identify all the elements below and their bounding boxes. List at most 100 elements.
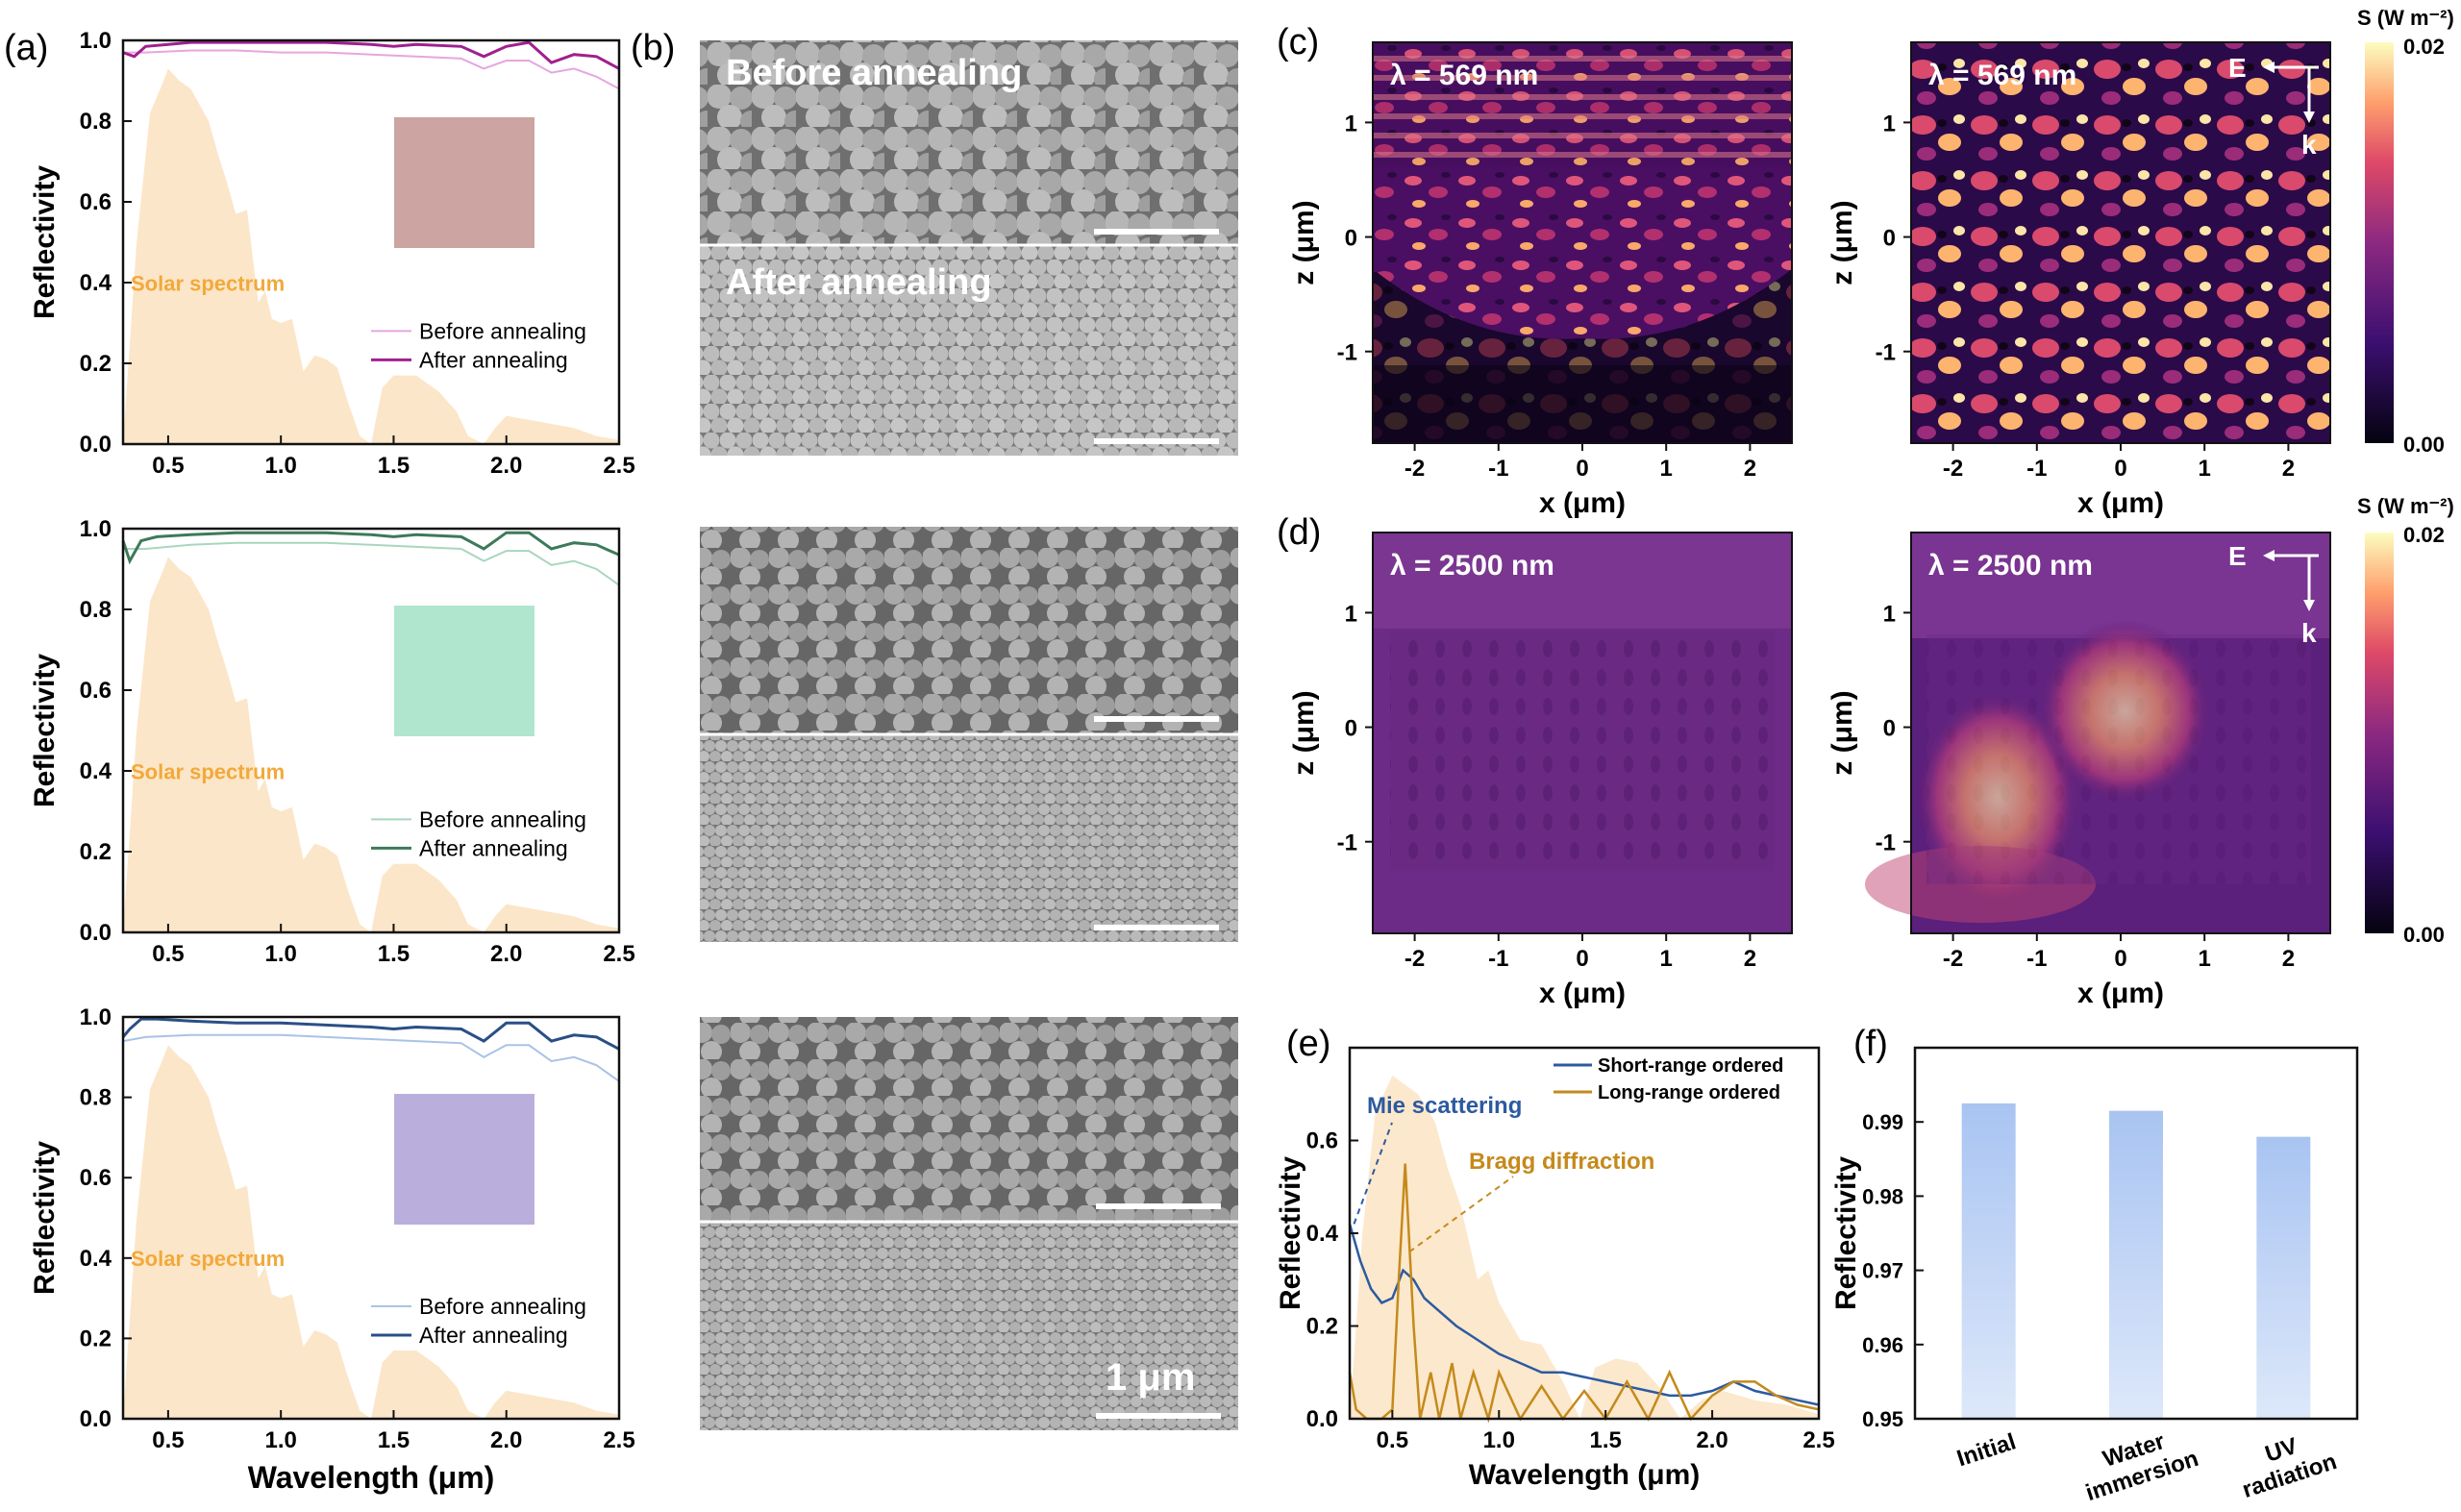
x-axis-label: x (μm) (2077, 487, 2164, 519)
solar-spectrum-label: Solar spectrum (131, 759, 285, 783)
d-colorbar (2365, 533, 2394, 933)
x-tick-label: 1.0 (264, 941, 296, 967)
y-tick-label: 0.8 (80, 109, 112, 135)
y-tick-label: 0.2 (1306, 1314, 1338, 1340)
x-tick-label: 2 (1744, 456, 1756, 482)
sem-after-label: After annealing (726, 262, 992, 303)
legend-before-label: Before annealing (419, 806, 586, 831)
sem-after-1 (700, 246, 1238, 456)
x-tick-label: 1 (1660, 946, 1673, 972)
y-tick-label: 0.4 (80, 758, 112, 784)
x-tick-label: -1 (2026, 456, 2047, 482)
c-polarization-indicator: E k (2228, 53, 2319, 160)
y-tick-label: 1.0 (80, 1004, 112, 1030)
e-solar-spectrum-area (1350, 1076, 1819, 1419)
y-tick-label: 0.8 (80, 1085, 112, 1111)
sem-before-label: Before annealing (726, 53, 1022, 93)
e-series-2 (1348, 1163, 1820, 1424)
y-tick-label: 0.95 (1862, 1407, 1903, 1431)
d-right-lambda: λ = 2500 nm (1928, 550, 2093, 582)
before-annealing-line (123, 49, 620, 90)
panel-f: Initial Waterimmersion UVradiation 0.95 0.96… (1830, 1046, 2359, 1506)
f-frame (1913, 1046, 2359, 1421)
x-tick-label: 2.5 (603, 453, 634, 479)
y-tick-label: 0 (1883, 716, 1896, 742)
y-tick-label: 0 (1883, 226, 1896, 252)
y-tick-label: 1 (1883, 111, 1896, 136)
x-tick-label: 2 (1744, 946, 1756, 972)
sample-photo (394, 606, 534, 736)
f-y-axis-label: Reflectivity (1830, 1156, 1862, 1310)
x-tick-label: 0.5 (1377, 1427, 1408, 1453)
before-annealing-line (123, 541, 620, 586)
legend-after-label: After annealing (419, 835, 568, 860)
f-bar-3 (2256, 1136, 2311, 1419)
sem-before-2 (700, 527, 1238, 733)
d-left-lambda: λ = 2500 nm (1390, 550, 1554, 582)
y-axis-label: z (μm) (1827, 200, 1858, 285)
sem-after-3 (700, 1223, 1238, 1430)
reflectivity-plot-3: 0.0 0.2 0.4 0.6 0.8 1.0 Reflectivity Solar spec… (29, 1004, 635, 1453)
e-x-axis-label: Wavelength (μm) (1469, 1459, 1701, 1491)
x-tick-label: 1.5 (378, 1427, 410, 1453)
x-tick-label: 2.0 (490, 453, 522, 479)
x-tick-label: 2.5 (1802, 1427, 1834, 1453)
panel-label-d: (d) (1277, 512, 1321, 553)
x-tick-label: 2.5 (603, 941, 634, 967)
x-tick-label: -2 (1943, 946, 1963, 972)
c-colorbar (2365, 42, 2394, 443)
d-k-label: k (2301, 618, 2317, 648)
sem-before-3 (700, 1017, 1238, 1221)
panel-label-b: (b) (631, 28, 675, 68)
y-tick-label: 0.4 (80, 270, 112, 296)
c-colorbar-title: S (W m⁻²) (2357, 6, 2454, 30)
x-tick-label: 0 (1576, 456, 1588, 482)
x-tick-label: 2.5 (603, 1427, 634, 1453)
panel-a: 0.0 0.2 0.4 0.6 0.8 1.0 Reflectivity Solar spec… (29, 28, 635, 1495)
y-tick-label: 0.96 (1862, 1333, 1903, 1357)
f-category-label: UVradiation (2231, 1423, 2340, 1503)
y-tick-label: 0.6 (80, 1165, 112, 1191)
panel-label-c: (c) (1277, 22, 1319, 62)
e-mie-annotation: Mie scattering (1367, 1093, 1522, 1119)
x-tick-label: -2 (1405, 946, 1425, 972)
y-tick-label: 0.98 (1862, 1184, 1903, 1208)
e-series-1 (1348, 1223, 1820, 1406)
e-bragg-annotation: Bragg diffraction (1469, 1149, 1654, 1175)
x-tick-label: 2.0 (490, 1427, 522, 1453)
y-axis-label: z (μm) (1288, 200, 1320, 285)
x-tick-label: 2.0 (1696, 1427, 1728, 1453)
y-tick-label: 0.2 (80, 839, 112, 865)
c-colorbar-min: 0.00 (2403, 433, 2445, 457)
sample-photo (394, 117, 534, 248)
y-tick-label: -1 (1337, 340, 1357, 366)
x-tick-label: 2 (2282, 946, 2295, 972)
x-tick-label: 1 (1660, 456, 1673, 482)
y-tick-label: 1.0 (80, 516, 112, 542)
c-e-label: E (2228, 53, 2247, 83)
f-category-label: Waterimmersion (2075, 1420, 2201, 1506)
x-tick-label: 1 (2199, 946, 2211, 972)
panel-c: λ = 569 nm λ = 569 nm E k S (W m⁻²) 0.02… (1288, 6, 2454, 519)
d-polarization-indicator: E k (2228, 541, 2319, 648)
x-tick-label: 0 (2114, 456, 2126, 482)
solar-spectrum-label: Solar spectrum (131, 1247, 285, 1271)
c-left-lambda: λ = 569 nm (1390, 60, 1538, 91)
x-tick-label: -1 (1488, 946, 1508, 972)
y-tick-label: 0.6 (80, 678, 112, 704)
e-bragg-pointer (1408, 1176, 1514, 1253)
d-e-label: E (2228, 541, 2247, 571)
y-tick-label: 0.8 (80, 597, 112, 623)
y-axis-label: z (μm) (1827, 690, 1858, 775)
y-tick-label: 0.99 (1862, 1110, 1903, 1134)
x-tick-label: 0 (1576, 946, 1588, 972)
e-mie-pointer (1353, 1122, 1393, 1225)
plot-frame (121, 1015, 621, 1421)
solar-spectrum-area (123, 557, 619, 932)
reflectivity-plot-2: 0.0 0.2 0.4 0.6 0.8 1.0 Reflectivity Solar spec… (29, 516, 635, 967)
d-colorbar-title: S (W m⁻²) (2357, 494, 2454, 518)
x-axis-label: x (μm) (1539, 487, 1626, 519)
e-legend-label: Short-range ordered (1598, 1055, 1783, 1077)
x-tick-label: 0.5 (152, 1427, 184, 1453)
